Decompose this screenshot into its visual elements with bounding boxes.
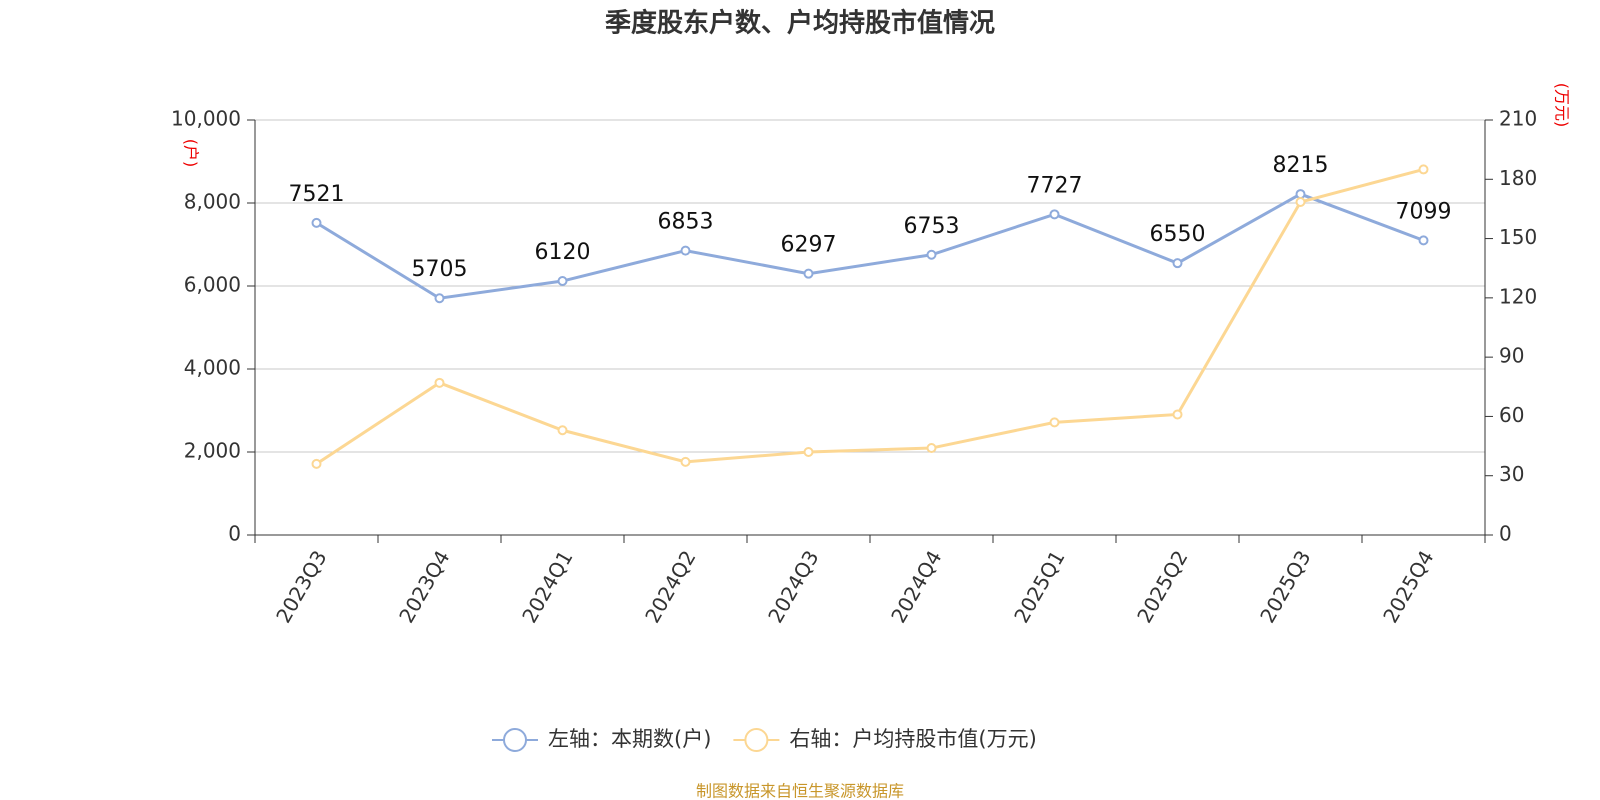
point <box>311 217 322 228</box>
x-tick-label: 2024Q4 <box>886 546 946 627</box>
legend-marker <box>503 728 527 752</box>
point <box>1418 164 1429 175</box>
y-tick-label: 0 <box>228 522 241 546</box>
y2-tick-label: 30 <box>1499 462 1524 486</box>
y2-tick-label: 210 <box>1499 107 1537 131</box>
point <box>680 245 691 256</box>
data-label: 5705 <box>412 257 468 282</box>
x-tick-label: 2024Q3 <box>763 546 823 627</box>
data-label: 8215 <box>1273 153 1329 178</box>
x-tick-label: 2025Q2 <box>1132 546 1192 627</box>
point <box>557 425 568 436</box>
y-tick-label: 2,000 <box>184 439 241 463</box>
y2-tick-label: 150 <box>1499 225 1537 249</box>
point <box>1049 209 1060 220</box>
data-label: 7099 <box>1396 199 1452 224</box>
point <box>803 268 814 279</box>
point <box>926 249 937 260</box>
x-tick-label: 2023Q4 <box>394 546 454 627</box>
y2-tick-label: 120 <box>1499 284 1537 308</box>
point <box>803 447 814 457</box>
series-line <box>315 192 1425 300</box>
point <box>926 443 937 454</box>
legend-marker <box>744 728 769 752</box>
point <box>1172 258 1183 269</box>
point <box>1049 417 1060 428</box>
point <box>1295 189 1306 200</box>
y-tick-label: 6,000 <box>184 273 241 297</box>
data-label: 6550 <box>1150 222 1206 247</box>
x-tick-label: 2024Q2 <box>640 546 700 627</box>
y2-tick-label: 60 <box>1499 403 1524 427</box>
y-tick-label: 8,000 <box>184 190 241 214</box>
chart-title: 季度股东户数、户均持股市值情况 <box>605 8 995 39</box>
point <box>434 293 445 304</box>
y2-tick-label: 180 <box>1499 166 1537 190</box>
point <box>434 377 445 388</box>
legend-label: 左轴：本期数(户) <box>548 727 711 751</box>
data-label: 6120 <box>535 240 591 265</box>
x-tick-label: 2023Q3 <box>271 546 331 627</box>
point <box>1418 235 1429 246</box>
y2-tick-label: 90 <box>1499 344 1524 368</box>
point <box>1172 409 1183 420</box>
x-tick-label: 2024Q1 <box>517 546 577 627</box>
y-tick-label: 4,000 <box>184 356 241 380</box>
x-tick-label: 2025Q3 <box>1255 546 1315 627</box>
y2-axis-unit: (万元) <box>1553 83 1572 128</box>
series-line <box>315 167 1424 466</box>
x-tick-label: 2025Q4 <box>1378 546 1438 627</box>
y2-tick-label: 0 <box>1499 522 1512 546</box>
legend-label: 右轴：户均持股市值(万元) <box>789 727 1036 751</box>
source-note: 制图数据来自恒生聚源数据库 <box>696 782 904 800</box>
data-label: 7521 <box>289 182 345 207</box>
data-label: 6853 <box>658 210 714 235</box>
point <box>557 276 568 287</box>
point <box>680 456 691 467</box>
x-tick-label: 2025Q1 <box>1009 546 1069 627</box>
data-label: 6297 <box>781 233 837 258</box>
data-label: 6753 <box>904 214 960 239</box>
y-tick-label: 10,000 <box>171 107 241 131</box>
point <box>1295 197 1306 208</box>
point <box>311 458 322 469</box>
y-axis-unit: (户) <box>182 139 201 168</box>
data-label: 7727 <box>1027 173 1083 198</box>
